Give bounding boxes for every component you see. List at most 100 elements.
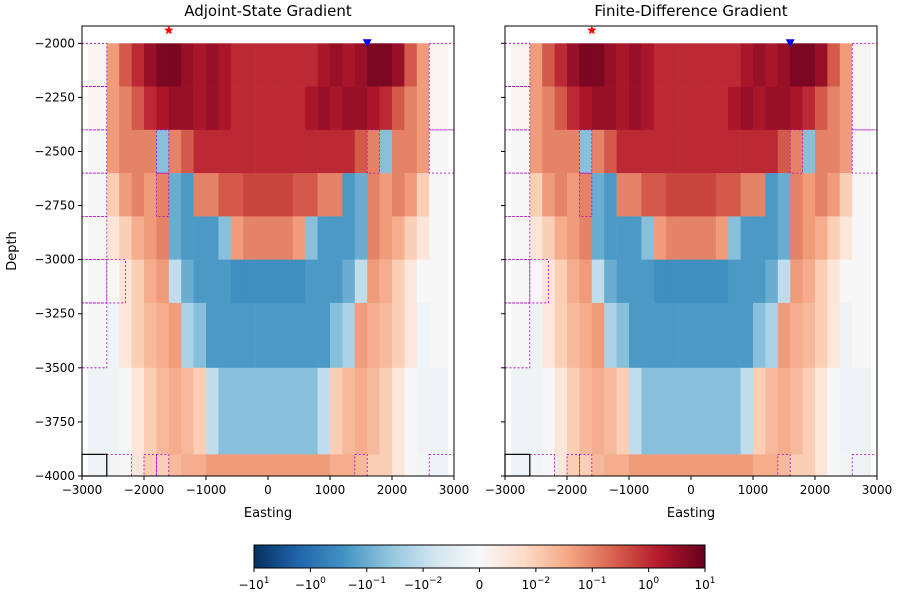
- heatmap-cell: [579, 86, 593, 131]
- heatmap-cell: [206, 216, 219, 260]
- heatmap-cell: [641, 216, 655, 260]
- heatmap-cell: [678, 259, 692, 304]
- heatmap-cell: [740, 129, 754, 174]
- heatmap-cell: [542, 129, 555, 174]
- heatmap-cell: [429, 86, 449, 131]
- y-tick-label: −2000: [34, 36, 75, 50]
- heatmap-cell: [529, 129, 543, 174]
- heatmap-cell: [777, 43, 791, 87]
- heatmap-cell: [379, 302, 393, 369]
- heatmap-cell: [579, 259, 593, 304]
- heatmap-cell: [691, 129, 704, 174]
- heatmap-cell: [131, 129, 145, 174]
- heatmap-cell: [367, 129, 380, 174]
- heatmap-cell: [88, 86, 108, 131]
- heatmap-cell: [268, 259, 281, 304]
- heatmap-cell: [404, 173, 418, 217]
- heatmap-cell: [429, 173, 449, 217]
- heatmap-cell: [827, 454, 841, 477]
- heatmap-cell: [429, 43, 449, 87]
- heatmap-cell: [156, 454, 170, 477]
- heatmap-cell: [604, 43, 617, 87]
- heatmap-cell: [367, 86, 380, 131]
- heatmap-cell: [591, 259, 605, 304]
- heatmap-cell: [852, 454, 872, 477]
- colorbar-tick-label: −10−2: [404, 576, 443, 592]
- x-tick-label: −1000: [609, 483, 650, 497]
- heatmap-cell: [715, 216, 729, 260]
- heatmap-cell: [765, 367, 779, 455]
- heatmap-cell: [392, 216, 405, 260]
- heatmap-cell: [330, 86, 343, 131]
- colorbar-tick-label: 100: [638, 576, 659, 592]
- heatmap-cell: [354, 86, 368, 131]
- heatmap-cell: [653, 259, 667, 304]
- heatmap-cell: [243, 302, 256, 369]
- heatmap-cell: [144, 86, 157, 131]
- heatmap-cell: [305, 259, 318, 304]
- heatmap-cell: [629, 43, 642, 87]
- heatmap-cell: [815, 173, 828, 217]
- heatmap-cell: [416, 302, 430, 369]
- heatmap-cell: [703, 129, 717, 174]
- heatmap-cell: [88, 259, 108, 304]
- heatmap-cell: [156, 43, 170, 87]
- heatmap-cell: [579, 302, 593, 369]
- heatmap-cell: [852, 259, 872, 304]
- heatmap-cell: [404, 302, 418, 369]
- heatmap-cell: [511, 86, 531, 131]
- heatmap-cell: [542, 302, 555, 369]
- heatmap-cell: [653, 216, 667, 260]
- heatmap-cell: [305, 173, 318, 217]
- heatmap-cell: [529, 454, 543, 477]
- heatmap-cell: [802, 216, 816, 260]
- heatmap-cell: [379, 216, 393, 260]
- heatmap-cell: [193, 86, 207, 131]
- heatmap-cell: [529, 216, 543, 260]
- heatmap-cell: [144, 216, 157, 260]
- mesh-cell-outline: [579, 129, 593, 174]
- heatmap-cell: [511, 259, 531, 304]
- heatmap-cell: [392, 129, 405, 174]
- heatmap-cell: [292, 86, 306, 131]
- heatmap-cell: [511, 173, 531, 217]
- heatmap-cell: [280, 454, 294, 477]
- mesh-cell-outline: [529, 453, 555, 477]
- heatmap-cell: [268, 302, 281, 369]
- heatmap-cell: [554, 454, 568, 477]
- heatmap-cell: [131, 367, 145, 455]
- heatmap-cell: [604, 454, 617, 477]
- heatmap-cell: [827, 86, 841, 131]
- heatmap-cell: [839, 173, 853, 217]
- heatmap-cell: [827, 259, 841, 304]
- heatmap-cell: [691, 259, 704, 304]
- heatmap-cell: [404, 259, 418, 304]
- colorbar: −101 −100 −10−1 −10−2 0 10−2 10−1 100 101: [238, 544, 716, 592]
- heatmap-cell: [255, 259, 269, 304]
- heatmap-cell: [230, 259, 244, 304]
- heatmap-cell: [777, 454, 791, 477]
- heatmap-cell: [666, 367, 679, 455]
- heatmap-cell: [703, 43, 717, 87]
- heatmap-cell: [206, 86, 219, 131]
- heatmap-cell: [317, 454, 331, 477]
- heatmap-cell: [691, 43, 704, 87]
- heatmap-cell: [554, 302, 568, 369]
- heatmap-cell: [703, 454, 717, 477]
- x-tick-label: 0: [687, 483, 695, 497]
- heatmap-cell: [678, 302, 692, 369]
- heatmap-cell: [416, 454, 430, 477]
- heatmap-cell: [815, 86, 828, 131]
- heatmap-cell: [367, 216, 380, 260]
- heatmap-cell: [777, 129, 791, 174]
- heatmap-cell: [181, 173, 194, 217]
- heatmap-cell: [392, 173, 405, 217]
- mesh-cell-outline: [366, 129, 381, 174]
- y-tick-label: −3000: [34, 253, 75, 267]
- heatmap-cell: [280, 86, 294, 131]
- heatmap-cell: [802, 129, 816, 174]
- heatmap-cell: [815, 367, 828, 455]
- heatmap-cell: [641, 302, 655, 369]
- heatmap-cell: [703, 216, 717, 260]
- heatmap-cell: [753, 302, 766, 369]
